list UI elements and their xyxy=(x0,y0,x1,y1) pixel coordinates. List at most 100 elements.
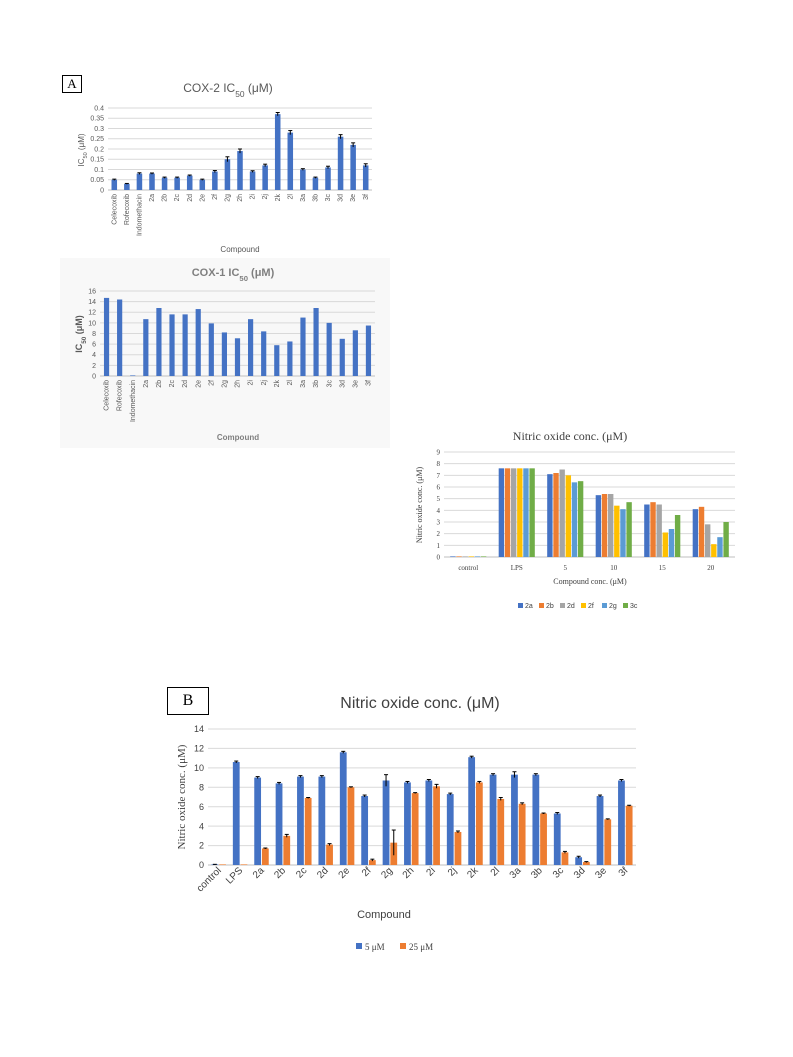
cox1-xtick-label: 2k xyxy=(274,380,281,388)
cox1-chart-title-sub: 50 xyxy=(239,274,248,283)
no-concentration-legend-swatch xyxy=(560,603,565,608)
no-compound-bar xyxy=(454,831,462,865)
cox2-chart-ylabel-tail: (μM) xyxy=(77,133,86,152)
cox1-ytick-label: 0 xyxy=(92,373,96,380)
cox1-bar xyxy=(313,308,319,376)
cox1-xtick-label: Rofecoxib xyxy=(117,380,124,411)
cox2-chart-ylabel-main: IC xyxy=(77,158,86,166)
no-conc-bar xyxy=(601,494,608,557)
no-conc-bar xyxy=(529,468,535,557)
cox2-bar xyxy=(249,171,256,190)
no-conc-bar xyxy=(553,473,559,557)
no-compound-bar xyxy=(540,813,547,865)
cox2-chart: COX-2 IC50 (μM) 0 0.05 0.1 0.15 0.2 0.25 0.3 0.3… xyxy=(60,70,390,260)
cox2-ytick-label: 0.05 xyxy=(90,177,104,184)
no-compound-bar xyxy=(511,774,518,865)
cox1-bar xyxy=(143,319,149,376)
cox2-ytick-label: 0.15 xyxy=(90,157,104,164)
no-compound-bar xyxy=(561,852,569,865)
no-concentration-legend-swatch xyxy=(581,603,586,608)
cox2-chart-title-tail: (μM) xyxy=(245,81,273,95)
no-conc-bar xyxy=(692,509,699,557)
no-compound-chart-xlabel: Compound xyxy=(357,909,411,921)
no-compound-xtick-label: 2a xyxy=(251,865,267,881)
cox1-bar xyxy=(182,314,188,376)
no-compound-bar xyxy=(326,844,333,865)
cox1-xtick-label: Celecoxib xyxy=(104,380,111,411)
no-conc-bar xyxy=(571,482,578,557)
no-compound-bar xyxy=(596,796,604,865)
cox2-ytick-label: 0.35 xyxy=(90,116,104,123)
no-compound-xtick-label: 3b xyxy=(529,865,545,881)
no-compound-ytick-label: 10 xyxy=(194,763,204,773)
cox1-bar xyxy=(287,341,293,376)
no-compound-xtick-label: 2j xyxy=(446,865,459,878)
cox1-xtick-label: 2l xyxy=(287,380,294,386)
cox2-bar xyxy=(362,165,369,190)
cox1-chart-title: COX-1 IC50 (μM) xyxy=(192,267,275,283)
no-conc-bar xyxy=(620,509,626,557)
no-compound-bar xyxy=(382,780,390,865)
cox1-chart: COX-1 IC50 (μM) 0 2 4 6 8 10 12 14 16 Celecoxib Rof… xyxy=(60,258,390,448)
cox1-bar xyxy=(195,309,201,376)
cox1-xtick-label: 2i xyxy=(248,380,255,386)
no-compound-xtick-label: 2e xyxy=(337,865,353,881)
no-compound-bar xyxy=(618,780,625,865)
no-compound-chart: Nitric oxide conc. (μM) 0 2 4 6 8 10 12 14 contro… xyxy=(160,680,650,970)
no-compound-bar xyxy=(347,787,355,865)
no-conc-bar xyxy=(498,468,505,557)
no-conc-bar xyxy=(504,468,511,557)
cox1-chart-title-tail: (μM) xyxy=(248,267,275,279)
cox2-chart-title: COX-2 IC50 (μM) xyxy=(183,81,273,99)
cox1-xtick-label: 2a xyxy=(143,380,150,388)
no-compound-chart-title: Nitric oxide conc. (μM) xyxy=(340,695,499,712)
no-conc-bar xyxy=(626,502,632,557)
cox1-ytick-label: 10 xyxy=(88,320,96,327)
no-compound-bar xyxy=(425,780,433,865)
no-compound-xtick-label: 2f xyxy=(360,865,374,879)
cox1-ytick-label: 2 xyxy=(92,363,96,370)
cox2-chart-title-sub: 50 xyxy=(235,89,245,99)
no-compound-bar xyxy=(283,835,291,865)
no-conc-xtick-label: 10 xyxy=(610,564,618,572)
no-compound-legend-swatch xyxy=(356,943,362,949)
cox2-bar xyxy=(111,179,118,190)
no-conc-bar xyxy=(614,505,620,557)
no-conc-bar xyxy=(456,556,462,557)
no-conc-bar xyxy=(723,522,729,557)
no-conc-bar xyxy=(565,475,572,557)
cox1-chart-ylabel-sub: 50 xyxy=(81,336,88,344)
cox1-bar xyxy=(261,331,267,376)
no-conc-xtick-label: 5 xyxy=(564,564,568,572)
no-conc-xtick-label: 15 xyxy=(659,564,667,572)
cox2-xtick-label: 3d xyxy=(338,194,345,202)
cox1-bar xyxy=(352,330,358,376)
no-compound-bar xyxy=(625,805,633,865)
cox2-xtick-label: 2c xyxy=(174,194,181,202)
no-conc-bar xyxy=(595,495,602,557)
cox2-bar xyxy=(186,175,193,190)
cox2-bar xyxy=(237,151,243,190)
cox2-bar xyxy=(287,132,294,190)
cox2-bar xyxy=(312,177,319,190)
cox1-bar xyxy=(365,325,372,376)
cox2-xtick-label: 3b xyxy=(313,194,320,202)
cox1-xtick-label: 2j xyxy=(261,380,268,386)
no-compound-bar xyxy=(404,782,411,865)
cox2-xtick-label: 2b xyxy=(162,194,169,202)
no-conc-bar xyxy=(468,556,475,557)
no-concentration-chart-title: Nitric oxide conc. (μM) xyxy=(513,429,627,443)
cox1-xtick-label: 3d xyxy=(339,380,346,388)
no-compound-xtick-label: 3f xyxy=(617,865,631,879)
no-compound-bar xyxy=(368,860,376,865)
no-compound-legend-label: 25 μM xyxy=(409,942,433,952)
no-compound-xtick-label: 2h xyxy=(401,865,417,881)
no-compound-xtick-label: 3a xyxy=(508,865,524,881)
no-concentration-legend-swatch xyxy=(623,603,628,608)
cox2-bar xyxy=(325,167,331,190)
no-compound-bar xyxy=(497,798,505,865)
cox2-xtick-label: 3e xyxy=(350,194,357,202)
no-conc-ytick-label: 0 xyxy=(437,553,441,561)
cox2-bar xyxy=(224,159,231,190)
